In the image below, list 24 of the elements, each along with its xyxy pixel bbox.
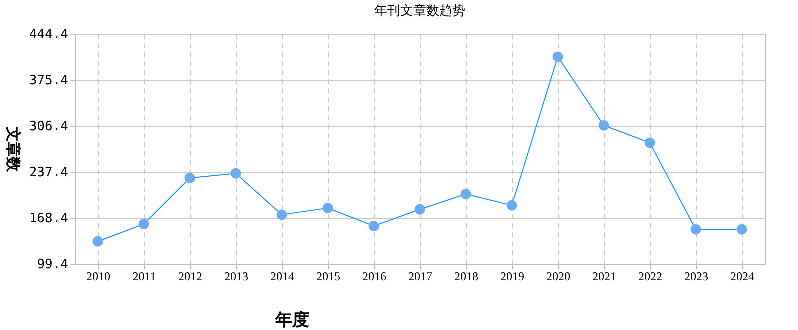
y-tick-label: 375.4 bbox=[29, 74, 69, 88]
x-tick-label: 2020 bbox=[546, 270, 570, 284]
x-axis-title: 年度 bbox=[274, 310, 310, 330]
x-tick-label: 2018 bbox=[454, 270, 478, 284]
x-tick-label: 2023 bbox=[684, 270, 708, 284]
x-tick-label: 2016 bbox=[362, 270, 386, 284]
x-tick-label: 2013 bbox=[224, 270, 248, 284]
x-tick-label: 2019 bbox=[500, 270, 524, 284]
x-tick-label: 2017 bbox=[408, 270, 432, 284]
x-tick-label: 2024 bbox=[730, 270, 754, 284]
x-tick-label: 2015 bbox=[316, 270, 340, 284]
x-tick-label: 2010 bbox=[86, 270, 110, 284]
x-tick-label: 2014 bbox=[270, 270, 294, 284]
y-tick-label: 99.4 bbox=[37, 258, 69, 272]
y-tick-label: 306.4 bbox=[29, 120, 69, 134]
x-tick-label: 2011 bbox=[132, 270, 156, 284]
x-tick-label: 2022 bbox=[638, 270, 662, 284]
y-axis-title: 文章数 bbox=[4, 126, 22, 173]
y-tick-label: 444.4 bbox=[29, 28, 69, 42]
chart-title: 年刊文章数趋势 bbox=[374, 3, 466, 18]
y-tick-label: 168.4 bbox=[29, 212, 69, 226]
x-tick-label: 2012 bbox=[178, 270, 202, 284]
x-tick-label: 2021 bbox=[592, 270, 616, 284]
y-tick-label: 237.4 bbox=[29, 166, 69, 180]
